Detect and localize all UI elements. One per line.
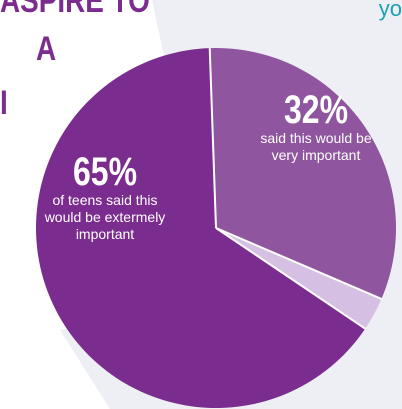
slice-separator <box>215 227 382 300</box>
slice-description-very-important: said this would be very important <box>260 130 372 163</box>
pie-slice-other <box>216 228 382 329</box>
headline-line-1: ASPIRE TO <box>0 0 150 20</box>
slice-percent-very-important: 32% <box>283 88 349 132</box>
corner-text: yo <box>378 0 402 21</box>
slice-separator <box>215 227 366 330</box>
slice-label-very-important: 32% said this would be very important <box>246 90 386 164</box>
slice-description-extremely-important: of teens said this would be extermely im… <box>44 192 166 242</box>
slice-separator <box>208 48 217 229</box>
pie-slice-very-important <box>209 47 397 299</box>
headline-line-3: I <box>0 84 8 122</box>
slice-percent-extremely-important: 65% <box>72 150 138 194</box>
headline-line-2: A <box>36 30 57 68</box>
slice-label-extremely-important: 65% of teens said this would be extermel… <box>40 152 170 243</box>
pie-slice-extremely-important <box>36 48 366 409</box>
